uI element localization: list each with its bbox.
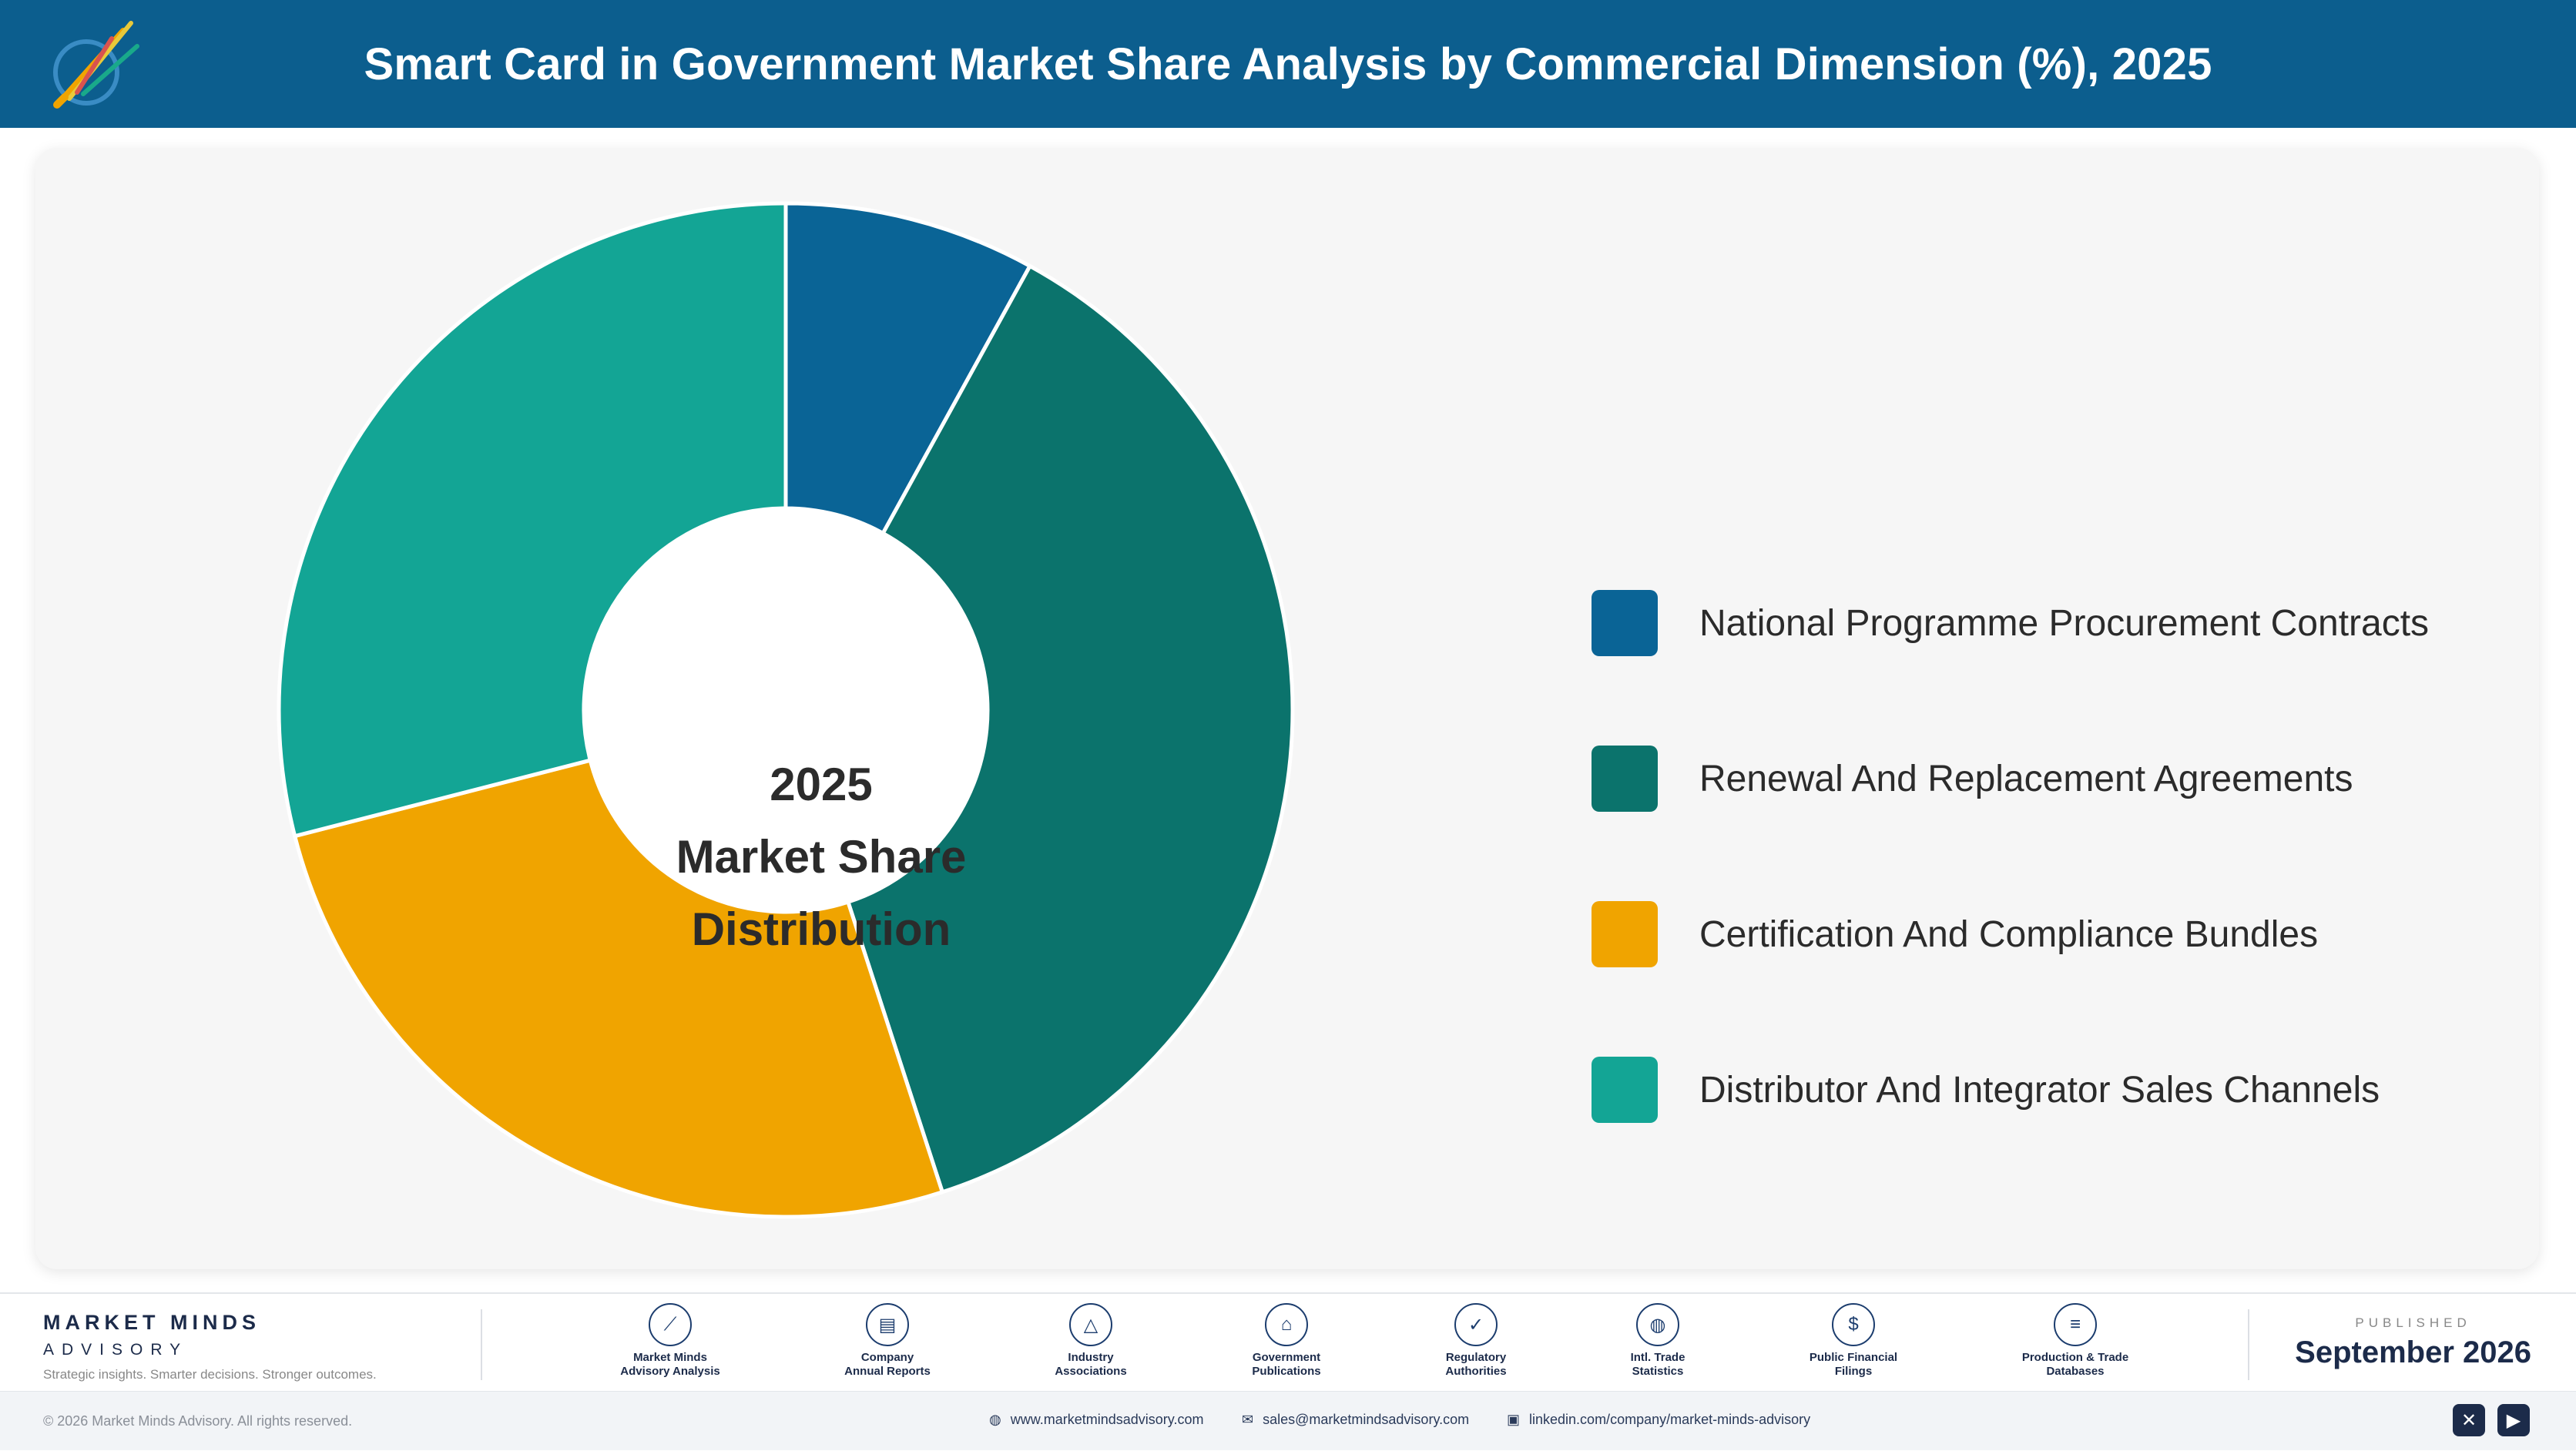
chart-line-icon: ⟋: [649, 1303, 692, 1346]
database-icon: ≡: [2054, 1303, 2097, 1346]
network-icon: △: [1069, 1303, 1112, 1346]
source-label: Production & Trade Databases: [2021, 1351, 2129, 1378]
mail-icon: ✉: [1242, 1412, 1254, 1427]
source-label: Market Minds Advisory Analysis: [620, 1351, 720, 1378]
website-text: www.marketmindsadvisory.com: [1010, 1412, 1204, 1427]
source-item: ⟋ Market Minds Advisory Analysis: [601, 1303, 740, 1379]
donut-center-label: 2025 Market Share Distribution: [621, 749, 1021, 966]
legend-label: Renewal And Replacement Agreements: [1699, 758, 2353, 799]
video-social-icon[interactable]: ▶: [2497, 1404, 2530, 1436]
legend-swatch: [1592, 1057, 1658, 1123]
source-label: Regulatory Authorities: [1445, 1351, 1507, 1378]
footer-brand: MARKET MINDS ADVISORY Strategic insights…: [43, 1311, 377, 1382]
coin-icon: $: [1832, 1303, 1875, 1346]
email-text: sales@marketmindsadvisory.com: [1263, 1412, 1470, 1427]
globe-icon: ◍: [1636, 1303, 1679, 1346]
source-label: Public Financial Filings: [1809, 1351, 1898, 1378]
copyright-text: © 2026 Market Minds Advisory. All rights…: [43, 1413, 353, 1429]
legend-swatch: [1592, 901, 1658, 967]
legend-label: National Programme Procurement Contracts: [1699, 602, 2430, 644]
brand-tagline: Strategic insights. Smarter decisions. S…: [43, 1367, 377, 1382]
legend-swatch: [1592, 590, 1658, 656]
chart-panel: 2025 Market Share Distribution National …: [35, 148, 2539, 1269]
linkedin-link[interactable]: ▣ linkedin.com/company/market-minds-advi…: [1507, 1412, 1810, 1428]
legend-item: Renewal And Replacement Agreements: [1592, 746, 2353, 812]
brand-name: MARKET MINDS: [43, 1311, 260, 1334]
source-item: ⌂ Government Publications: [1217, 1303, 1356, 1379]
source-item: △ Industry Associations: [1021, 1303, 1160, 1379]
legend-swatch: [1592, 746, 1658, 812]
published-label: PUBLISHED: [2355, 1315, 2471, 1330]
footer-divider: [2248, 1309, 2249, 1380]
document-icon: ▤: [866, 1303, 909, 1346]
sources-row: ⟋ Market Minds Advisory Analysis ▤ Compan…: [601, 1303, 2142, 1388]
center-line-distribution: Distribution: [691, 903, 951, 955]
email-link[interactable]: ✉ sales@marketmindsadvisory.com: [1242, 1412, 1469, 1428]
source-item: ◍ Intl. Trade Statistics: [1588, 1303, 1727, 1379]
source-label: Intl. Trade Statistics: [1630, 1351, 1685, 1378]
globe-icon: ◍: [989, 1412, 1001, 1427]
source-item: ▤ Company Annual Reports: [818, 1303, 957, 1379]
center-year: 2025: [770, 759, 873, 810]
legend-item: Certification And Compliance Bundles: [1592, 901, 2318, 967]
donut-hole: [584, 508, 988, 912]
x-social-icon[interactable]: ✕: [2453, 1404, 2485, 1436]
source-label: Industry Associations: [1055, 1351, 1127, 1378]
donut-chart: [277, 201, 1295, 1219]
company-logo-icon: [53, 21, 139, 109]
header-bar: Smart Card in Government Market Share An…: [0, 0, 2576, 128]
legend-label: Certification And Compliance Bundles: [1699, 913, 2319, 955]
source-label: Company Annual Reports: [844, 1351, 931, 1378]
source-label: Government Publications: [1252, 1351, 1321, 1378]
published-date: September 2026: [2295, 1335, 2531, 1369]
legend-label: Distributor And Integrator Sales Channel…: [1699, 1069, 2380, 1111]
linkedin-text: linkedin.com/company/market-minds-adviso…: [1529, 1412, 1811, 1427]
bottom-bar: © 2026 Market Minds Advisory. All rights…: [0, 1391, 2576, 1450]
linkedin-icon: ▣: [1507, 1412, 1521, 1427]
published-block: PUBLISHED September 2026: [2295, 1315, 2531, 1370]
shield-check-icon: ✓: [1454, 1303, 1498, 1346]
footer-divider: [481, 1309, 482, 1380]
source-item: ≡ Production & Trade Databases: [2006, 1303, 2145, 1379]
brand-subtitle: ADVISORY: [43, 1341, 189, 1359]
page-title: Smart Card in Government Market Share An…: [364, 39, 2212, 89]
government-building-icon: ⌂: [1265, 1303, 1308, 1346]
source-item: $ Public Financial Filings: [1784, 1303, 1923, 1379]
source-item: ✓ Regulatory Authorities: [1407, 1303, 1545, 1379]
legend-item: National Programme Procurement Contracts: [1592, 590, 2429, 656]
center-line-market-share: Market Share: [676, 831, 967, 883]
website-link[interactable]: ◍ www.marketmindsadvisory.com: [989, 1412, 1203, 1428]
legend-item: Distributor And Integrator Sales Channel…: [1592, 1057, 2380, 1123]
